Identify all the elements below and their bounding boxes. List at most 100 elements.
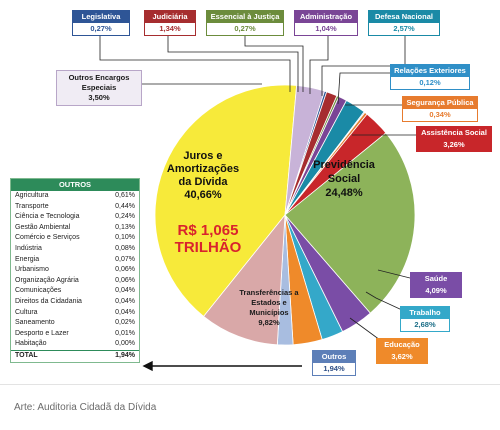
others-table-row: Transporte 0,44% bbox=[11, 202, 139, 213]
others-table-row: Indústria 0,08% bbox=[11, 244, 139, 255]
label-judiciaria: Judiciária 1,34% bbox=[144, 10, 196, 36]
leader-relacoes bbox=[337, 72, 393, 105]
label-administracao-value: 1,04% bbox=[295, 23, 357, 35]
label-previdencia-line2: Social bbox=[327, 173, 361, 185]
others-table-row-name: Organização Agrária bbox=[15, 276, 79, 284]
others-table-row-value: 0,04% bbox=[115, 297, 135, 305]
label-seguranca-title: Segurança Pública bbox=[403, 97, 477, 109]
label-transferencias: Transferências a Estados e Municípios 9,… bbox=[232, 288, 306, 328]
label-justica: Essencial à Justiça 0,27% bbox=[206, 10, 284, 36]
others-table-header: OUTROS bbox=[11, 179, 139, 191]
label-transferencias-line3: Municípios bbox=[249, 308, 289, 317]
others-table-row: Gestão Ambiental 0,13% bbox=[11, 223, 139, 234]
others-table-row-name: Comunicações bbox=[15, 287, 62, 295]
others-table-row: Desporto e Lazer 0,01% bbox=[11, 329, 139, 340]
label-outros-value: 1,94% bbox=[313, 363, 355, 375]
label-trabalho-title: Trabalho bbox=[401, 307, 449, 319]
label-relacoes: Relações Exteriores 0,12% bbox=[390, 64, 470, 90]
label-juros-line3: da Dívida bbox=[178, 176, 228, 188]
others-table-rows: Agricultura 0,61% Transporte 0,44% Ciência e… bbox=[11, 191, 139, 350]
pie-slice-juros bbox=[154, 84, 298, 317]
others-table-row-name: Cultura bbox=[15, 308, 38, 316]
pie-slice-previdencia bbox=[284, 132, 416, 314]
label-juros-amount: R$ 1,065 TRILHÃO bbox=[158, 222, 258, 256]
label-saude: Saúde 4,09% bbox=[410, 272, 462, 298]
label-assistencia-title: Assistência Social bbox=[417, 127, 491, 139]
others-table-row-value: 0,04% bbox=[115, 287, 135, 295]
chart-figure: Legislativa 0,27% Judiciária 1,34% Essen… bbox=[10, 10, 492, 376]
label-outros-encargos-value: 3,50% bbox=[88, 93, 110, 102]
label-defesa-value: 2,57% bbox=[369, 23, 439, 35]
others-table-row: Energia 0,07% bbox=[11, 255, 139, 266]
label-educacao-title: Educação bbox=[377, 339, 427, 351]
leader-trabalho bbox=[365, 291, 403, 311]
others-table-row-value: 0,24% bbox=[115, 213, 135, 221]
others-table-row-value: 0,06% bbox=[115, 266, 135, 274]
pie-chart bbox=[99, 30, 418, 372]
others-table-row-name: Agricultura bbox=[15, 192, 49, 199]
label-juros-amount-line1: R$ 1,065 bbox=[177, 222, 239, 239]
others-table-row-value: 0,07% bbox=[115, 255, 135, 263]
table-arrow-head bbox=[142, 360, 153, 372]
label-transferencias-value: 9,82% bbox=[258, 318, 280, 327]
label-seguranca-value: 0,34% bbox=[403, 109, 477, 121]
label-transferencias-line1: Transferências a bbox=[239, 288, 299, 297]
others-table-row-value: 0,61% bbox=[115, 192, 135, 199]
label-legislativa-title: Legislativa bbox=[73, 11, 129, 23]
label-seguranca: Segurança Pública 0,34% bbox=[402, 96, 478, 122]
label-outros-encargos-line1: Outros Encargos bbox=[68, 73, 130, 82]
label-defesa: Defesa Nacional 2,57% bbox=[368, 10, 440, 36]
label-assistencia: Assistência Social 3,26% bbox=[416, 126, 492, 152]
image-caption: Arte: Auditoria Cidadã da Dívida bbox=[14, 402, 157, 413]
others-table-row-name: Transporte bbox=[15, 202, 49, 210]
label-juros-value: 40,66% bbox=[184, 189, 222, 201]
others-table-row-name: Comércio e Serviços bbox=[15, 234, 80, 242]
others-table-row: Agricultura 0,61% bbox=[11, 191, 139, 202]
others-table-row-name: Gestão Ambiental bbox=[15, 223, 71, 231]
others-table-row: Habitação 0,00% bbox=[11, 339, 139, 350]
label-juros-amount-line2: TRILHÃO bbox=[174, 239, 242, 256]
others-table: OUTROS Agricultura 0,61% Transporte 0,44% Ci… bbox=[10, 178, 140, 363]
others-table-row-name: Ciência e Tecnologia bbox=[15, 213, 80, 221]
leader-saude bbox=[377, 269, 411, 279]
others-table-row: Direitos da Cidadania 0,04% bbox=[11, 297, 139, 308]
label-saude-value: 4,09% bbox=[411, 285, 461, 297]
label-judiciaria-value: 1,34% bbox=[145, 23, 195, 35]
label-outros-encargos-line2: Especiais bbox=[81, 83, 117, 92]
label-defesa-title: Defesa Nacional bbox=[369, 11, 439, 23]
others-table-row-name: Energia bbox=[15, 255, 40, 263]
others-table-row-name: Saneamento bbox=[15, 319, 55, 327]
label-legislativa: Legislativa 0,27% bbox=[72, 10, 130, 36]
leader-legislativa bbox=[99, 30, 291, 92]
pie-slice-transferencias bbox=[203, 213, 286, 346]
label-educacao-value: 3,62% bbox=[377, 351, 427, 363]
others-table-row-value: 0,04% bbox=[115, 308, 135, 316]
others-table-row: Cultura 0,04% bbox=[11, 308, 139, 319]
label-justica-value: 0,27% bbox=[207, 23, 283, 35]
others-table-row-value: 0,00% bbox=[115, 340, 135, 348]
label-juros: Juros e Amortizações da Dívida 40,66% bbox=[148, 150, 258, 202]
label-administracao: Administração 1,04% bbox=[294, 10, 358, 36]
label-educacao: Educação 3,62% bbox=[376, 338, 428, 364]
label-trabalho: Trabalho 2,68% bbox=[400, 306, 450, 332]
label-transferencias-line2: Estados e bbox=[251, 298, 287, 307]
others-table-total-value: 1,94% bbox=[115, 351, 135, 359]
label-saude-title: Saúde bbox=[411, 273, 461, 285]
label-outros: Outros 1,94% bbox=[312, 350, 356, 376]
others-table-row-value: 0,01% bbox=[115, 329, 135, 337]
others-table-row-value: 0,06% bbox=[115, 276, 135, 284]
others-table-row-name: Direitos da Cidadania bbox=[15, 297, 82, 305]
label-previdencia-line1: Previdência bbox=[313, 159, 375, 171]
others-table-row-name: Desporto e Lazer bbox=[15, 329, 69, 337]
others-table-row-name: Habitação bbox=[15, 340, 47, 348]
others-table-total: TOTAL 1,94% bbox=[11, 349, 139, 362]
others-table-row: Urbanismo 0,06% bbox=[11, 265, 139, 276]
others-table-row: Comércio e Serviços 0,10% bbox=[11, 233, 139, 244]
others-table-total-name: TOTAL bbox=[15, 351, 38, 359]
others-table-row-name: Urbanismo bbox=[15, 266, 49, 274]
label-administracao-title: Administração bbox=[295, 11, 357, 23]
label-juros-line1: Juros e bbox=[183, 150, 223, 162]
label-juros-line2: Amortizações bbox=[166, 163, 240, 175]
label-previdencia-value: 24,48% bbox=[325, 187, 363, 199]
others-table-row-value: 0,44% bbox=[115, 202, 135, 210]
